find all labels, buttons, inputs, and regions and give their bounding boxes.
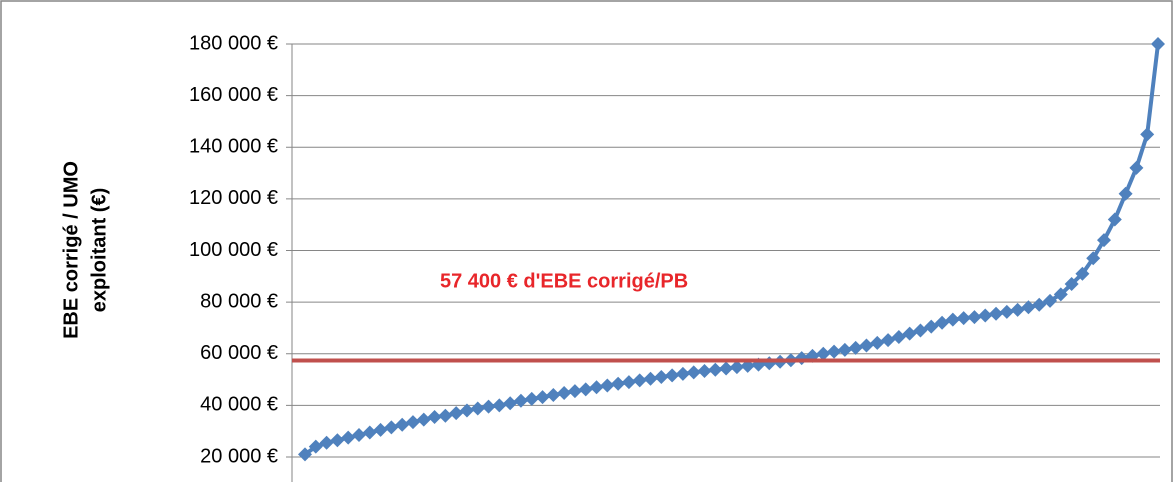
y-axis-title: EBE corrigé / UMO xyxy=(60,161,82,339)
data-point xyxy=(513,393,528,408)
data-point xyxy=(341,430,356,445)
data-point xyxy=(557,385,572,400)
data-point xyxy=(1043,293,1058,308)
data-point xyxy=(697,364,712,379)
data-point xyxy=(362,425,377,440)
data-point xyxy=(438,408,453,423)
data-point xyxy=(1032,297,1047,312)
data-point xyxy=(1021,300,1036,315)
data-point xyxy=(891,329,906,344)
data-point xyxy=(632,373,647,388)
data-point xyxy=(665,368,680,383)
data-point xyxy=(708,362,723,377)
y-tick-label: 60 000 € xyxy=(200,342,278,364)
data-point xyxy=(729,360,744,375)
data-point xyxy=(945,312,960,327)
data-point xyxy=(1075,266,1090,281)
data-point xyxy=(567,384,582,399)
data-point xyxy=(956,311,971,326)
data-point xyxy=(913,323,928,338)
data-point xyxy=(1129,160,1144,175)
y-axis-title: exploitant (€) xyxy=(88,188,110,312)
data-point xyxy=(848,340,863,355)
data-point xyxy=(330,433,345,448)
data-point xyxy=(675,366,690,381)
y-tick-label: 120 000 € xyxy=(189,187,278,209)
data-point xyxy=(859,338,874,353)
data-point xyxy=(870,335,885,350)
y-tick-label: 80 000 € xyxy=(200,290,278,312)
data-point xyxy=(416,412,431,427)
data-point xyxy=(1151,37,1165,51)
data-point xyxy=(1053,287,1068,302)
data-point xyxy=(319,435,334,450)
data-point xyxy=(384,420,399,435)
data-point xyxy=(492,398,507,413)
y-tick-label: 140 000 € xyxy=(189,136,278,158)
data-point xyxy=(881,333,896,348)
data-point xyxy=(1097,233,1112,248)
data-point xyxy=(1064,277,1079,292)
data-point xyxy=(373,422,388,437)
data-point xyxy=(935,315,950,330)
data-point xyxy=(643,371,658,386)
data-point xyxy=(1140,127,1155,142)
data-point xyxy=(816,346,831,361)
data-point xyxy=(989,306,1004,321)
data-point xyxy=(308,439,323,454)
data-point xyxy=(459,403,474,418)
data-point xyxy=(481,399,496,414)
data-point xyxy=(719,361,734,376)
data-point xyxy=(600,378,615,393)
data-point xyxy=(1107,212,1122,227)
data-point xyxy=(427,409,442,424)
data-point xyxy=(611,376,626,391)
data-point xyxy=(535,390,550,405)
data-point xyxy=(654,369,669,384)
data-point xyxy=(395,417,410,432)
data-point xyxy=(686,365,701,380)
data-point xyxy=(827,344,842,359)
data-point xyxy=(999,304,1014,319)
data-point xyxy=(978,308,993,323)
data-point xyxy=(524,391,539,406)
y-tick-label: 180 000 € xyxy=(189,32,278,54)
reference-label: 57 400 € d'EBE corrigé/PB xyxy=(440,270,688,292)
data-point xyxy=(621,375,636,390)
data-point xyxy=(578,382,593,397)
y-tick-label: 100 000 € xyxy=(189,239,278,261)
data-point xyxy=(351,428,366,443)
data-point xyxy=(1010,302,1025,317)
data-point xyxy=(1086,251,1101,266)
data-point xyxy=(837,342,852,357)
data-point xyxy=(298,447,312,462)
data-point xyxy=(546,388,561,403)
data-point xyxy=(589,380,604,395)
y-tick-label: 160 000 € xyxy=(189,84,278,106)
data-point xyxy=(902,326,917,341)
data-point xyxy=(470,401,485,416)
data-point xyxy=(924,319,939,334)
y-tick-label: 20 000 € xyxy=(200,445,278,467)
data-point xyxy=(503,396,518,411)
data-point xyxy=(449,406,464,421)
data-point xyxy=(967,310,982,325)
y-tick-label: 40 000 € xyxy=(200,394,278,416)
data-point xyxy=(1118,186,1133,201)
data-point xyxy=(405,415,420,430)
